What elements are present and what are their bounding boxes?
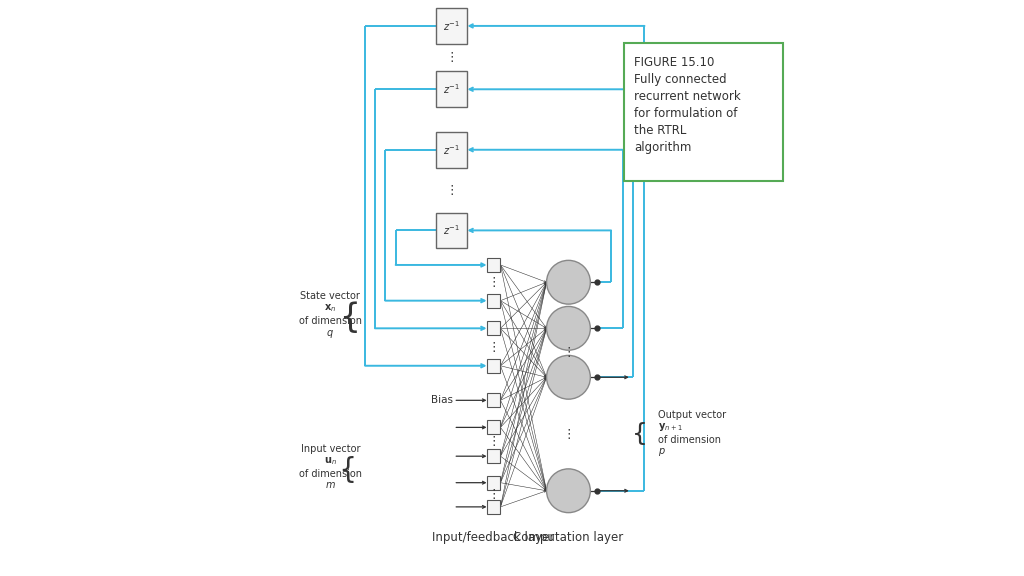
Text: Input/feedback layer: Input/feedback layer: [432, 531, 555, 544]
FancyBboxPatch shape: [486, 258, 501, 272]
Text: ⋮: ⋮: [487, 276, 500, 289]
FancyBboxPatch shape: [486, 321, 501, 335]
Text: ⋮: ⋮: [487, 435, 500, 448]
Text: Input vector
$\mathbf{u}_n$
of dimension
$m$: Input vector $\mathbf{u}_n$ of dimension…: [299, 444, 361, 490]
Text: State vector
$\mathbf{x}_n$
of dimension
$q$: State vector $\mathbf{x}_n$ of dimension…: [299, 291, 361, 340]
Circle shape: [547, 306, 590, 350]
FancyBboxPatch shape: [486, 449, 501, 463]
Text: ⋮: ⋮: [562, 346, 574, 359]
Circle shape: [547, 355, 590, 399]
FancyBboxPatch shape: [435, 8, 467, 44]
FancyBboxPatch shape: [486, 476, 501, 490]
FancyBboxPatch shape: [486, 393, 501, 407]
Text: ⋮: ⋮: [445, 184, 458, 196]
Text: FIGURE 15.10
Fully connected
recurrent network
for formulation of
the RTRL
algor: FIGURE 15.10 Fully connected recurrent n…: [634, 56, 740, 154]
FancyBboxPatch shape: [486, 420, 501, 434]
Text: $z^{-1}$: $z^{-1}$: [443, 19, 460, 33]
Text: Computation layer: Computation layer: [513, 531, 624, 544]
Text: ⋮: ⋮: [487, 488, 500, 501]
FancyBboxPatch shape: [625, 43, 782, 181]
FancyBboxPatch shape: [486, 294, 501, 308]
Text: $z^{-1}$: $z^{-1}$: [443, 223, 460, 237]
Circle shape: [547, 469, 590, 513]
FancyBboxPatch shape: [486, 500, 501, 514]
Text: $z^{-1}$: $z^{-1}$: [443, 82, 460, 96]
Text: ⋮: ⋮: [562, 427, 574, 441]
FancyBboxPatch shape: [486, 359, 501, 373]
Text: Bias: Bias: [431, 395, 454, 406]
Text: ⋮: ⋮: [487, 340, 500, 354]
Text: {: {: [632, 422, 648, 446]
FancyBboxPatch shape: [435, 132, 467, 168]
FancyBboxPatch shape: [435, 71, 467, 107]
Text: $z^{-1}$: $z^{-1}$: [443, 143, 460, 157]
Text: }: }: [333, 453, 351, 481]
Circle shape: [547, 260, 590, 304]
FancyBboxPatch shape: [435, 213, 467, 248]
Text: ⋮: ⋮: [445, 51, 458, 64]
Text: Output vector
$\mathbf{y}_{n+1}$
of dimension
$p$: Output vector $\mathbf{y}_{n+1}$ of dime…: [657, 410, 726, 458]
Text: }: }: [332, 299, 352, 332]
